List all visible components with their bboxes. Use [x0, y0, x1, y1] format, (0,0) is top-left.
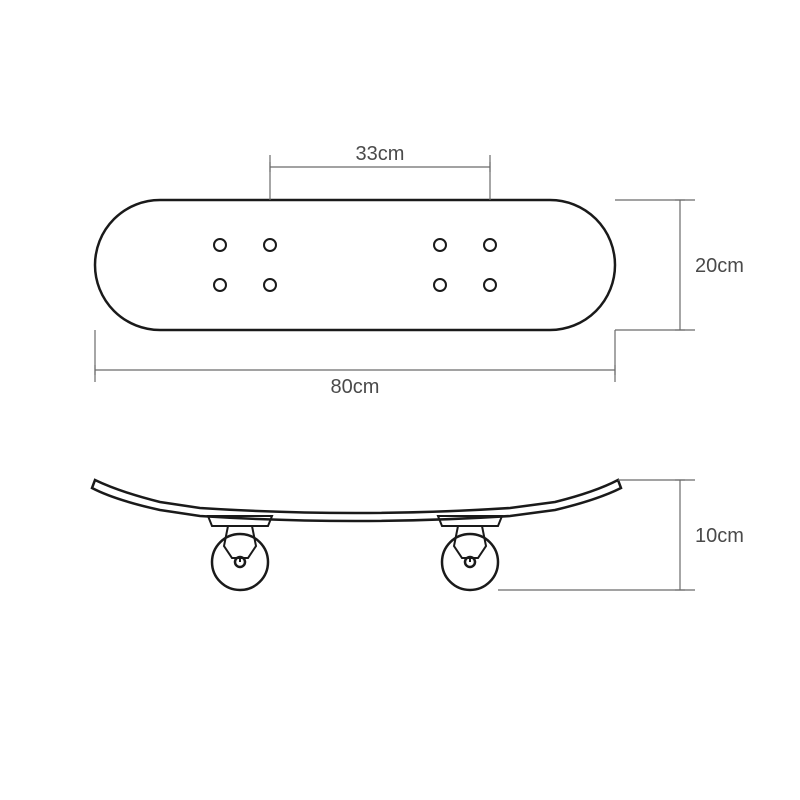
truck-left	[208, 516, 272, 562]
truck-right	[438, 516, 502, 562]
deck-outline-side	[92, 480, 621, 521]
dim-length-label: 80cm	[331, 376, 380, 398]
dim-length	[95, 330, 615, 382]
top-view: 33cm 80cm 20cm	[95, 143, 744, 398]
dim-height-label: 10cm	[695, 525, 744, 547]
dim-width-label: 20cm	[695, 255, 744, 277]
deck-outline-top	[95, 200, 615, 330]
dim-width	[615, 200, 695, 330]
bolt-holes	[214, 239, 496, 291]
dim-wheelbase-label: 33cm	[356, 143, 405, 165]
skateboard-diagram: 33cm 80cm 20cm	[0, 0, 800, 800]
dim-height	[498, 480, 695, 590]
side-view: 10cm	[92, 480, 744, 590]
